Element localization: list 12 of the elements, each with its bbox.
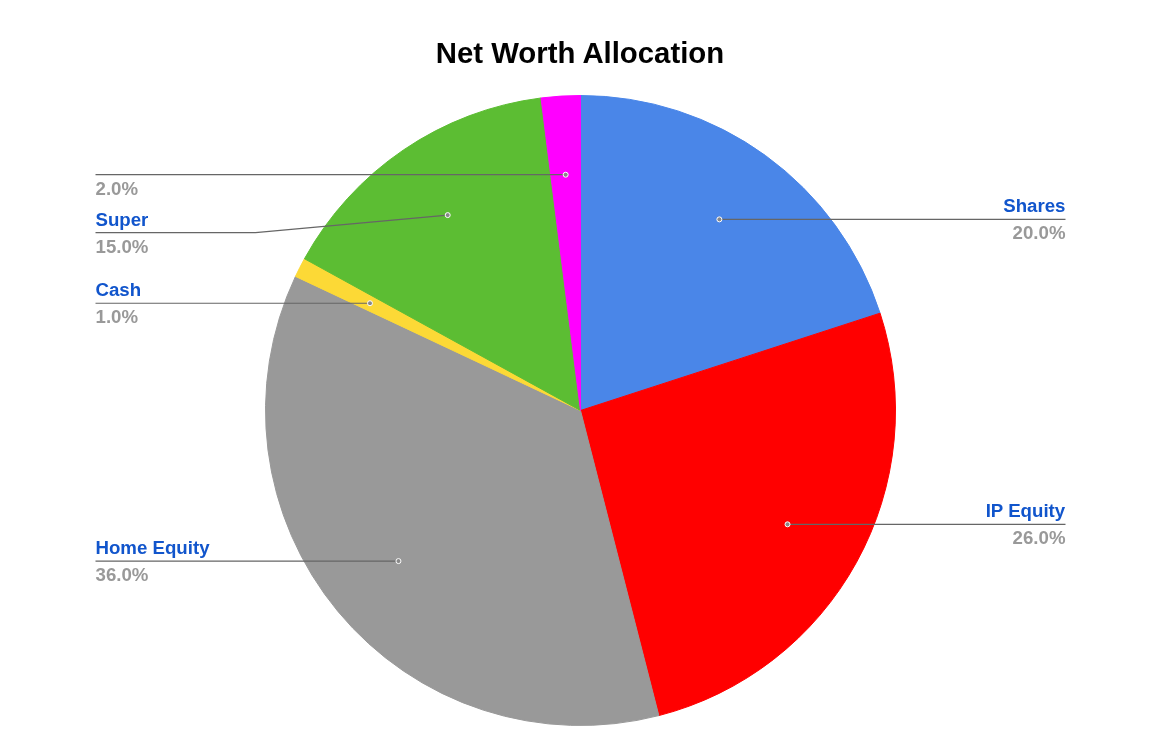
data-label: 1.0% [95,306,139,328]
slice-label: Cash [95,279,142,301]
chart-title: Net Worth Allocation [435,36,725,69]
slice-label: Super [95,208,149,230]
data-label: 26.0% [1012,527,1066,549]
data-label: 36.0% [95,564,149,586]
slice-label: Home Equity [95,537,211,559]
data-label: 20.0% [1012,222,1066,244]
slice-label: IP Equity [985,500,1066,522]
slice-label: Shares [1003,195,1066,217]
data-label: 2.0% [95,177,139,199]
data-label: 15.0% [95,235,149,257]
